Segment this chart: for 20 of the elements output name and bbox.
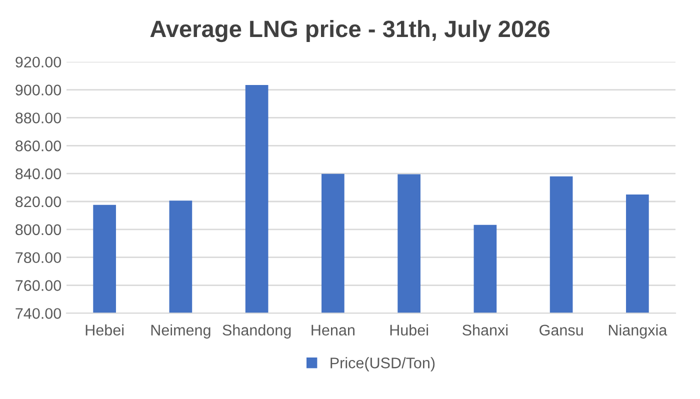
y-tick-label: 860.00 [16, 140, 62, 152]
x-tick-label: Shanxi [462, 324, 508, 336]
x-tick-label: Shandong [222, 324, 291, 339]
y-tick-label: 880.00 [16, 112, 62, 124]
y-tick-label: 740.00 [16, 308, 62, 319]
x-tick-label: Hebei [86, 324, 124, 336]
x-tick-label: Neimeng [151, 324, 210, 339]
y-tick-label: 920.00 [16, 56, 62, 68]
y-tick-label: 840.00 [16, 168, 62, 180]
y-tick-label: 800.00 [16, 224, 62, 236]
x-tick-label: Niangxia [608, 324, 668, 339]
chart-title: Average LNG price - 31th, July 2026 [150, 20, 550, 42]
x-tick-label: Hubei [390, 324, 428, 336]
x-tick-label: Henan [312, 324, 354, 336]
y-tick-label: 820.00 [16, 196, 62, 208]
x-tick-label: Gansu [540, 324, 583, 336]
y-tick-label: 760.00 [16, 280, 62, 291]
y-tick-label: 780.00 [16, 252, 62, 264]
legend-label: Price(USD/Ton) [330, 357, 435, 372]
y-tick-label: 900.00 [16, 84, 62, 96]
